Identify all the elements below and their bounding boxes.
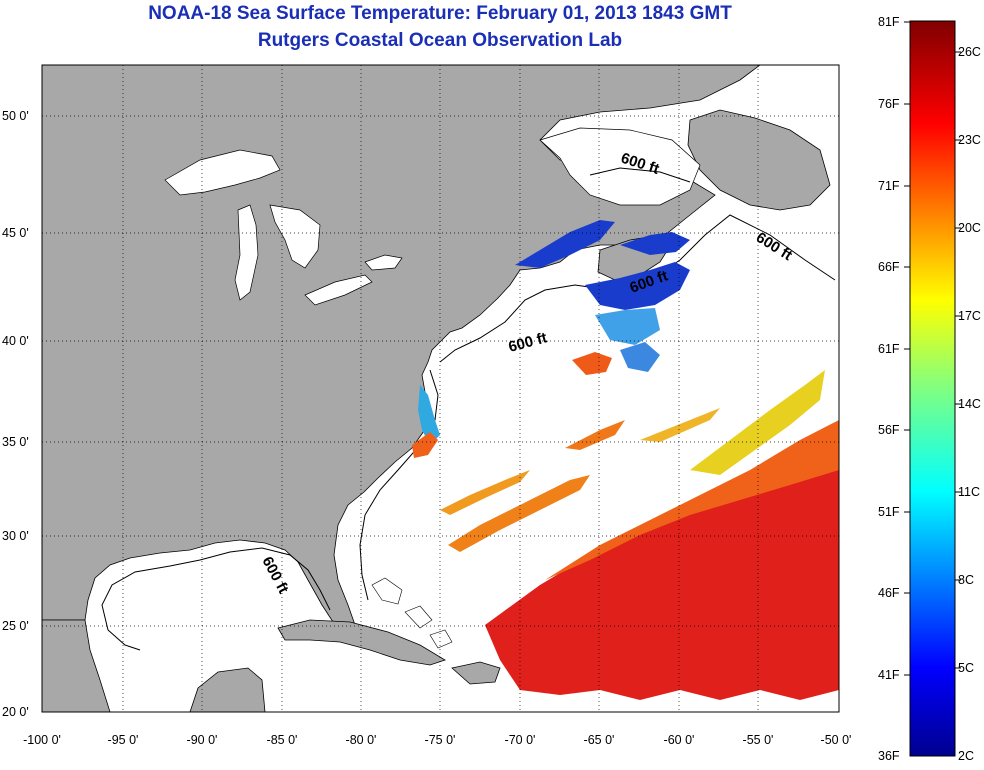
colorbar-c-label: 8C [958, 573, 974, 587]
colorbar-f-label: 81F [878, 15, 900, 29]
sst-warm-region [485, 455, 839, 700]
lon-tick-label: -75 0' [425, 733, 456, 747]
map-subtitle: Rutgers Coastal Ocean Observation Lab [257, 30, 623, 51]
newfoundland-land [687, 109, 831, 211]
isobath-600ft-south [359, 369, 439, 601]
lon-tick-label: -95 0' [108, 733, 139, 747]
lat-tick-label: 25 0' [2, 619, 29, 633]
yucatan-land [42, 619, 266, 712]
lake-huron [269, 204, 321, 269]
map-border [41, 64, 840, 713]
lake-ontario [364, 254, 403, 271]
colorbar-f-label: 76F [878, 97, 900, 111]
sst-georges-mixed [595, 308, 660, 345]
colorbar-f-label: 51F [878, 505, 900, 519]
latitude-axis: 50 0' 45 0' 40 0' 35 0' 30 0' 25 0' 20 0… [2, 109, 29, 719]
map-title: NOAA-18 Sea Surface Temperature: Februar… [148, 3, 732, 24]
colorbar-gradient [909, 20, 956, 757]
sst-gulf-maine-cold [585, 262, 690, 310]
colorbar-c-label: 14C [958, 397, 981, 411]
sst-scotian-cold [620, 232, 690, 255]
sst-chesapeake-cold [418, 385, 440, 445]
lon-tick-label: -60 0' [664, 733, 695, 747]
lake-erie [304, 274, 373, 306]
bahamas-outline [371, 577, 453, 649]
colorbar-c-label: 26C [958, 45, 981, 59]
sst-orange-streak-1 [448, 475, 590, 552]
colorbar-f-label: 41F [878, 668, 900, 682]
colorbar-f-label: 61F [878, 342, 900, 356]
colorbar-f-label: 56F [878, 423, 900, 437]
colorbar-f-label: 71F [878, 179, 900, 193]
colorbar-f-label: 36F [878, 749, 900, 763]
isobath-600ft-gulf-st [589, 167, 691, 183]
colorbar-c-label: 17C [958, 309, 981, 323]
lon-tick-label: -90 0' [187, 733, 218, 747]
lon-tick-label: -70 0' [505, 733, 536, 747]
sst-orange-region [545, 420, 839, 580]
sst-orange-streak-3 [565, 420, 625, 450]
hispaniola-land [451, 661, 501, 685]
cuba-land [277, 619, 446, 666]
sst-gulfstream-warm [572, 352, 612, 375]
sst-hatteras-warm [412, 432, 438, 458]
lat-tick-label: 20 0' [2, 705, 29, 719]
lon-tick-label: -100 0' [23, 733, 61, 747]
colorbar-c-label: 11C [958, 485, 980, 499]
longitude-axis: -100 0' -95 0' -90 0' -85 0' -80 0' -75 … [23, 733, 851, 747]
lon-tick-label: -85 0' [267, 733, 298, 747]
lon-tick-label: -65 0' [584, 733, 615, 747]
colorbar-f-label: 46F [878, 586, 900, 600]
lon-tick-label: -55 0' [743, 733, 774, 747]
lat-tick-label: 45 0' [2, 226, 29, 240]
colorbar: 81F 76F 71F 66F 61F 56F 51F 46F 41F 36F … [878, 15, 981, 763]
sst-shelf-cold [515, 220, 615, 268]
colorbar-c-label: 20C [958, 221, 981, 235]
colorbar-f-label: 66F [878, 260, 900, 274]
map-grid [42, 65, 839, 712]
colorbar-c-label: 2C [958, 749, 974, 763]
colorbar-c-label: 5C [958, 661, 974, 675]
lat-tick-label: 50 0' [2, 109, 29, 123]
sst-yellow-region [690, 370, 825, 475]
sst-slope-mixed [620, 342, 660, 372]
lat-tick-label: 35 0' [2, 435, 29, 449]
gulf-st-lawrence [539, 127, 701, 206]
lat-tick-label: 40 0' [2, 334, 29, 348]
lake-superior [164, 149, 281, 196]
lake-michigan [234, 204, 259, 301]
sst-orange-streak-2 [440, 470, 530, 515]
lon-tick-label: -50 0' [821, 733, 852, 747]
colorbar-c-label: 23C [958, 133, 981, 147]
lat-tick-label: 30 0' [2, 529, 29, 543]
sst-orange-streak-4 [640, 408, 720, 442]
lon-tick-label: -80 0' [346, 733, 377, 747]
